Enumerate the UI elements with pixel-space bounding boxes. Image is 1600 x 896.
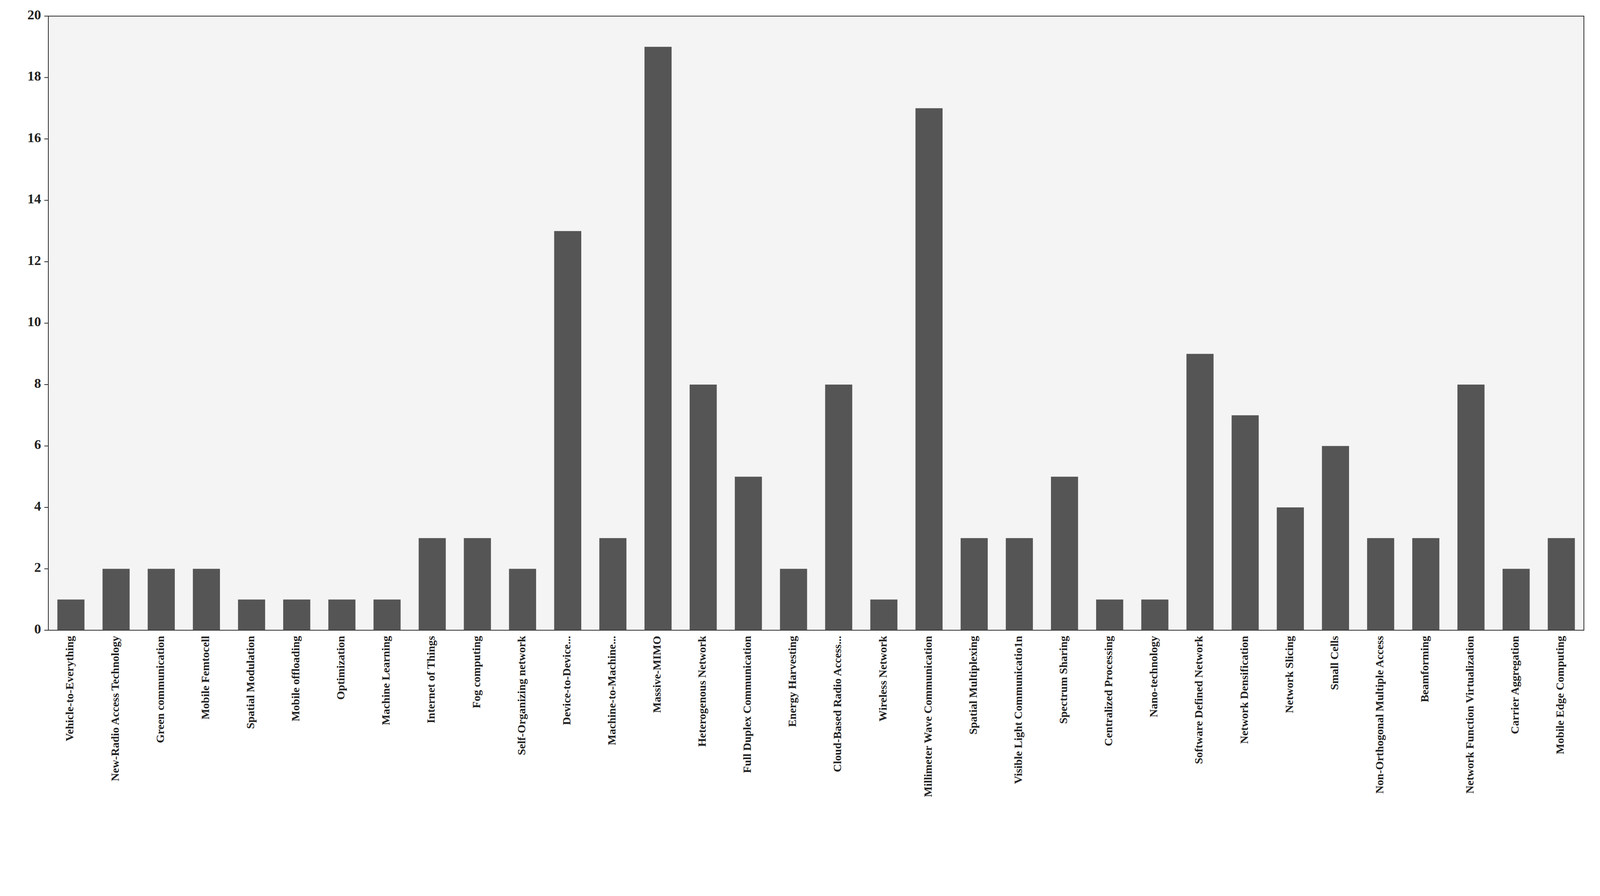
bar [824,384,852,631]
bar [418,538,446,631]
y-tick-label: 2 [34,559,42,575]
bar [283,599,311,631]
bar [1412,538,1440,631]
x-tick-label: Full Duplex Communication [740,636,754,774]
bar [1186,354,1214,631]
x-tick-label: Beamforming [1418,636,1431,703]
x-tick-label: Self-Organizing network [515,636,528,756]
bar [915,108,943,631]
bar [1547,538,1575,631]
bars [57,46,1575,631]
y-tick [44,568,49,570]
x-tick-label: Network Densification [1237,636,1251,745]
y-tick [44,630,49,631]
x-tick-label: Vehicle-to-Everything [63,636,76,742]
bar [1502,569,1530,631]
bar [599,538,627,631]
y-tick [44,261,49,263]
bar [554,231,582,631]
bar [779,569,807,631]
bar [644,46,672,631]
x-tick-label: Carrier Aggregation [1508,636,1522,735]
y-tick [44,15,49,17]
y-tick-label: 10 [27,314,42,330]
bar [102,569,130,631]
y-tick [44,77,49,79]
x-tick-label: Millimeter Wave Communication [921,636,935,798]
x-tick-label: Network Slicing [1282,636,1296,714]
x-tick-label: Spatial Modulation [244,636,257,730]
x-tick-label: Network Function Virtualization [1463,636,1476,794]
x-axis: Vehicle-to-Everything New-Radio Access Te… [63,636,1567,798]
plot-frame [48,16,1584,631]
bar [373,599,401,631]
x-tick-label: Centralized Processing [1102,636,1115,747]
x-tick-label: Fog computing [470,636,483,709]
x-tick-label: Nano-technology [1147,636,1160,718]
x-tick-label: Wireless Network [876,636,890,722]
y-tick-label: 0 [34,621,42,637]
bar [1141,599,1169,631]
chart: 0 2 4 6 8 10 12 14 16 18 20 Vehicle-to-Everything Ne… [0,0,1600,896]
x-tick-label: New-Radio Access Technology [108,636,122,782]
bar [147,569,175,631]
x-tick-label: Non-Orthogonal Multiple Access [1373,636,1386,794]
x-tick-label: Energy Harvesting [785,636,799,728]
x-tick-label: Massive-MIMO [650,636,664,713]
y-tick-label: 18 [27,68,42,84]
bar [1322,446,1350,631]
bar [328,599,356,631]
y-tick [44,138,49,140]
bar [1457,384,1485,631]
x-tick-label: Machine-to-Machine... [605,636,618,746]
bar [960,538,988,631]
x-tick-label: Internet of Things [424,636,438,724]
bar [238,599,266,631]
y-axis: 0 2 4 6 8 10 12 14 16 18 20 [27,7,49,637]
x-tick-label: Mobile Edge Computing [1553,636,1567,755]
x-tick-label: Mobile offloading [289,636,302,722]
y-tick-label: 20 [27,7,42,23]
x-tick-label: Optimization [334,636,347,701]
bar [734,476,762,631]
y-tick [44,445,49,447]
x-tick-label: Machine Learning [379,636,392,726]
x-tick-label: Small Cells [1328,636,1341,691]
x-tick-label: Spatial Multiplexing [966,636,980,735]
y-tick [44,200,49,202]
x-tick-label: Cloud-Based Radio Access... [831,636,844,773]
bar [192,569,220,631]
y-tick-label: 8 [34,375,42,391]
bar [870,599,898,631]
bar [1231,415,1259,631]
x-tick-label: Green communication [153,636,167,744]
x-tick-label: Mobile Femtocell [198,636,212,720]
x-tick-label: Software Defined Network [1192,636,1205,765]
bar [1005,538,1033,631]
y-tick-label: 4 [34,498,42,514]
bar [1367,538,1395,631]
bar [463,538,491,631]
bar [689,384,717,631]
y-tick [44,323,49,324]
y-tick-label: 16 [27,130,42,146]
bar [57,599,85,631]
x-tick-label: Spectrum Sharing [1056,636,1070,725]
plot-area [48,16,1584,631]
y-tick [44,507,49,508]
x-tick-label: Device-to-Device... [560,636,573,726]
y-tick-label: 14 [27,191,42,207]
bar [1050,476,1078,631]
bar [1096,599,1124,631]
x-tick-label: Heterogenous Network [695,636,709,748]
y-tick-label: 6 [34,437,42,452]
x-tick-label: Visible Light Communicatio1n [1011,636,1025,785]
y-tick [44,384,49,386]
y-tick-label: 12 [27,252,42,268]
bar [509,569,537,631]
bar [1276,507,1304,631]
